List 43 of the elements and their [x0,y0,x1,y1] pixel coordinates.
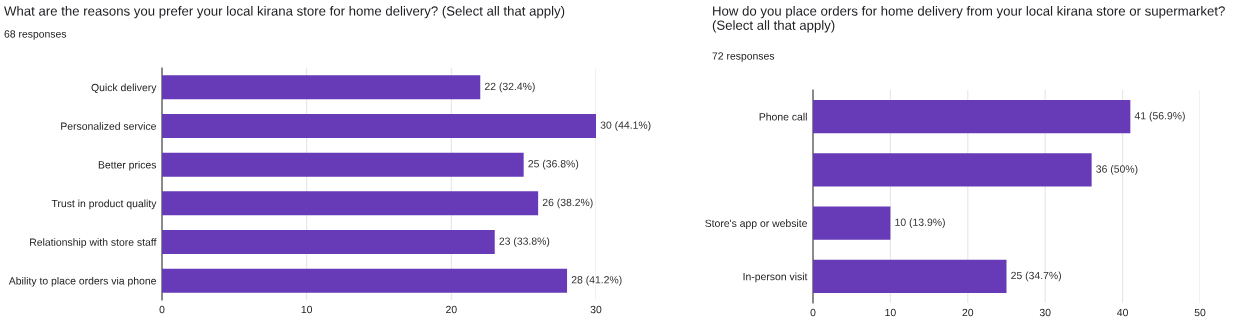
x-tick-label: 50 [1194,308,1206,317]
bar [162,114,596,138]
x-tick-label: 10 [301,305,313,314]
x-tick-label: 0 [810,308,816,317]
chart-title: How do you place orders for home delivery from your local kirana store or supermarket? (Select all that apply) [712,6,1225,33]
data-label: 22 (32.4%) [484,82,535,93]
y-tick-label: Ability to place orders via phone [8,276,156,287]
y-tick-label: Relationship with store staff [30,238,157,248]
x-tick-label: 0 [159,305,165,314]
chart-title: What are the reasons you prefer your local kirana store for home delivery? (Select all that apply) [4,6,565,19]
bar [813,259,1007,293]
x-tick-label: 20 [962,308,974,317]
y-tick-label: Phone call [759,112,807,121]
y-tick-label: In-person visit [743,272,808,283]
data-label: 25 (34.7%) [1011,271,1061,282]
y-tick-label: Quick delivery [91,83,157,94]
y-tick-label: Store's app or website [705,219,807,230]
y-tick-label: Better prices [98,160,157,171]
bar [162,191,539,216]
data-label: 25 (36.8%) [528,159,579,170]
x-tick-label: 20 [446,305,457,314]
bar [813,206,891,240]
data-label: 28 (41.2%) [571,275,622,286]
bar [813,153,1092,187]
x-tick-label: 40 [1117,308,1128,317]
bar [162,152,524,177]
data-label: 30 (44.1%) [600,121,651,131]
bar [162,268,568,293]
bar [162,230,495,254]
chart-subtitle: 72 responses [712,52,775,62]
data-label: 26 (38.2%) [542,198,593,209]
y-tick-label: Trust in product quality [51,199,157,210]
text: 68 responses [4,30,67,40]
x-tick-label: 30 [1039,308,1051,317]
bar [813,100,1131,134]
x-tick-label: 10 [885,308,896,317]
data-label: 23 (33.8%) [499,237,550,247]
y-tick-label: Personalized service [61,122,156,130]
data-label: 41 (56.9%) [1134,111,1185,122]
x-tick-label: 30 [590,305,602,314]
data-label: 10 (13.9%) [895,218,945,228]
bar [162,75,481,100]
data-label: 36 (50%) [1096,165,1138,175]
